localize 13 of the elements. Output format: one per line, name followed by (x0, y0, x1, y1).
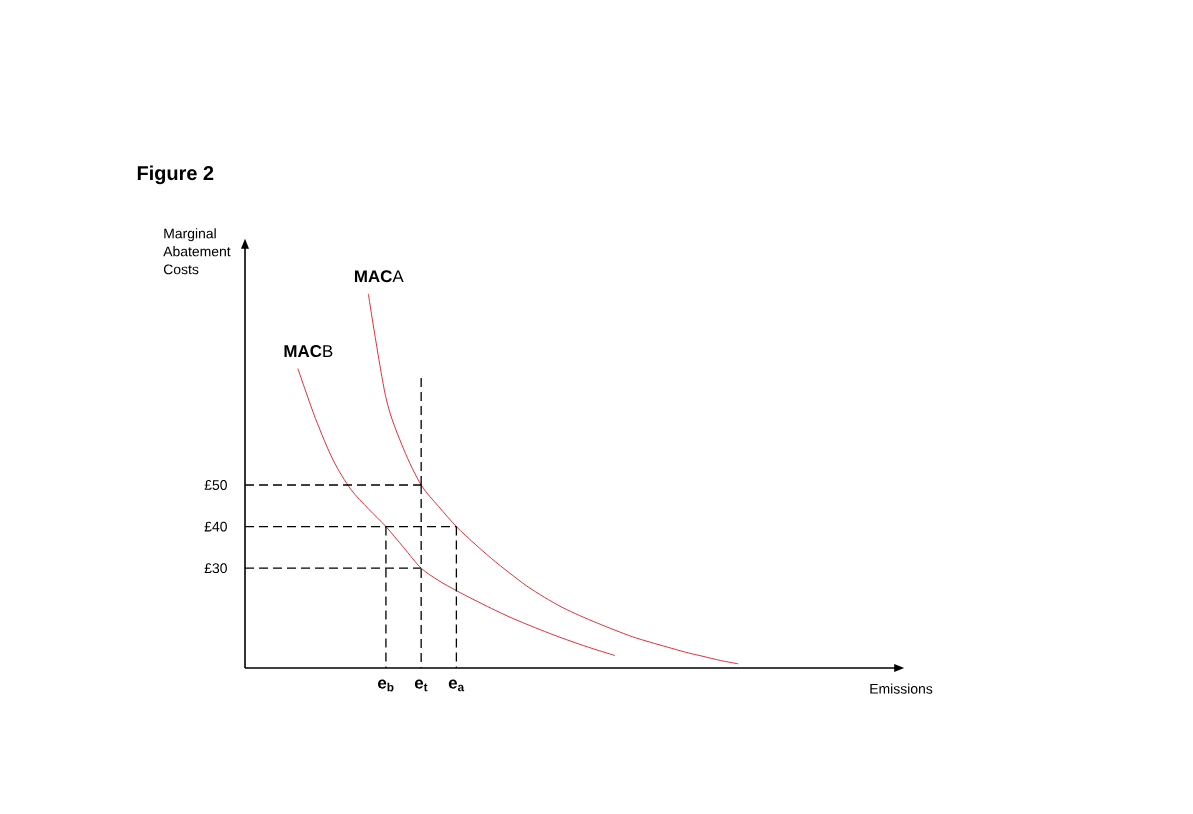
chart-title: Figure 2 (137, 165, 214, 185)
x-axis-title: Emissions (870, 683, 933, 694)
x-tick-label: e$_{a}$ (448, 679, 465, 692)
y-tick-label: £40 (204, 521, 227, 532)
line-series (367, 293, 739, 665)
y-tick-label: £50 (204, 480, 227, 490)
line-series (297, 368, 616, 657)
series-label: MACA (354, 270, 404, 283)
x-tick-label: e$_{t}$ (414, 679, 428, 692)
y-axis-title: Marginal Abatement Costs (163, 228, 231, 275)
series-label: MACB (284, 345, 333, 358)
x-tick-label: e$_{b}$ (378, 679, 394, 692)
y-tick-label: £30 (204, 563, 227, 574)
